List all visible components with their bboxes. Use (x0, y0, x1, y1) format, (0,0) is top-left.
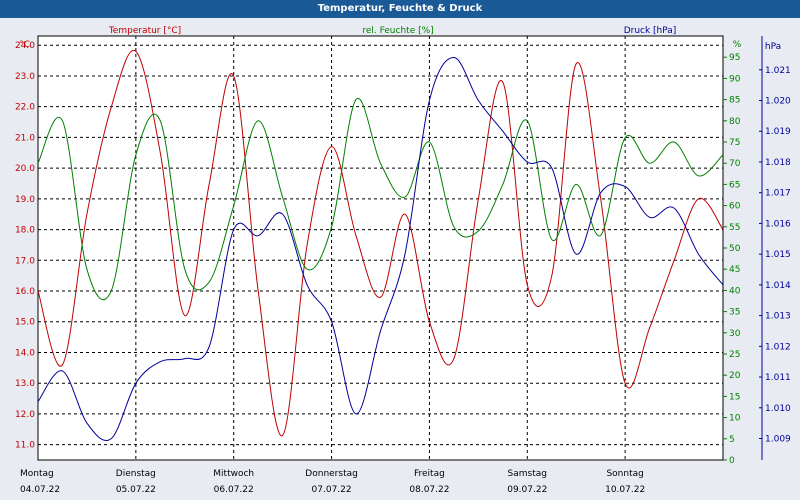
humidity-tick-label: 85 (729, 96, 740, 106)
humidity-tick-label: 0 (729, 456, 735, 466)
temp-tick-label: 20.0 (15, 164, 35, 174)
humidity-tick-label: 70 (729, 159, 741, 169)
humidity-tick-label: 25 (729, 350, 740, 360)
pressure-tick-label: 1.014 (765, 281, 791, 291)
x-tick-day: Samstag (508, 469, 547, 479)
temp-tick-label: 14.0 (15, 348, 35, 358)
x-tick-day: Mittwoch (213, 469, 254, 479)
temp-axis-title: Temperatur [°C] (108, 26, 181, 36)
x-tick-day: Sonntag (606, 469, 643, 479)
humidity-tick-label: 75 (729, 138, 740, 148)
pressure-tick-label: 1.010 (765, 404, 791, 414)
humidity-unit-label: % (733, 40, 742, 50)
humidity-line (37, 97, 724, 301)
temp-tick-label: 17.0 (15, 256, 35, 266)
humidity-tick-label: 35 (729, 308, 740, 318)
temp-tick-label: 21.0 (15, 133, 35, 143)
humidity-tick-label: 5 (729, 435, 735, 445)
pressure-tick-label: 1.021 (765, 66, 791, 76)
humidity-axis: 0 5 10 15 20 25 30 35 40 45 50 55 60 65 70 75 80 85 90 95 (723, 53, 741, 466)
temp-tick-label: 23.0 (15, 72, 35, 82)
pressure-tick-label: 1.019 (765, 127, 791, 137)
temp-tick-label: 12.0 (15, 410, 35, 420)
temp-axis: 11.0 12.0 13.0 14.0 15.0 16.0 17.0 18.0 19.0 20.0… (15, 41, 35, 450)
temp-tick-label: 22.0 (15, 103, 35, 113)
plot-area (37, 35, 724, 461)
pressure-tick-label: 1.009 (765, 434, 791, 444)
pressure-unit-label: hPa (765, 42, 781, 52)
pressure-axis: 1.009 1.010 1.011 1.012 1.013 1.014 1.015 1.016… (759, 36, 791, 460)
x-axis: Montag 04.07.22 Dienstag 05.07.22 Mittwoch 06… (20, 469, 645, 495)
chart-title: Temperatur, Feuchte & Druck (0, 0, 800, 18)
humidity-tick-label: 60 (729, 202, 741, 212)
grid-lines (38, 36, 723, 460)
humidity-tick-label: 80 (729, 117, 741, 127)
humidity-tick-label: 45 (729, 265, 740, 275)
pressure-tick-label: 1.015 (765, 250, 791, 260)
pressure-tick-label: 1.016 (765, 219, 791, 229)
temp-tick-label: 24.0 (15, 41, 35, 51)
humidity-tick-label: 65 (729, 180, 740, 190)
x-tick-date: 07.07.22 (312, 485, 352, 495)
humidity-tick-label: 10 (729, 414, 741, 424)
pressure-tick-label: 1.018 (765, 158, 791, 168)
x-tick-day: Donnerstag (305, 469, 358, 479)
temp-unit-label: °C (19, 40, 30, 50)
x-tick-date: 06.07.22 (214, 485, 254, 495)
x-tick-date: 05.07.22 (116, 485, 156, 495)
temperature-line (37, 49, 724, 436)
pressure-tick-label: 1.011 (765, 373, 791, 383)
series-group (37, 49, 724, 441)
humidity-tick-label: 55 (729, 223, 740, 233)
pressure-axis-title: Druck [hPa] (624, 26, 677, 36)
temp-tick-label: 11.0 (15, 441, 35, 451)
humidity-tick-label: 30 (729, 329, 741, 339)
x-tick-day: Montag (20, 469, 54, 479)
temp-tick-label: 13.0 (15, 379, 35, 389)
pressure-line (37, 56, 724, 441)
humidity-tick-label: 20 (729, 371, 741, 381)
humidity-tick-label: 50 (729, 244, 741, 254)
humidity-axis-title: rel. Feuchte [%] (362, 26, 433, 36)
humidity-tick-label: 95 (729, 53, 740, 63)
x-tick-day: Dienstag (116, 469, 156, 479)
pressure-tick-label: 1.013 (765, 312, 791, 322)
x-tick-day: Freitag (414, 469, 445, 479)
pressure-tick-label: 1.012 (765, 342, 791, 352)
x-tick-date: 10.07.22 (605, 485, 645, 495)
x-tick-date: 08.07.22 (409, 485, 449, 495)
temp-tick-label: 16.0 (15, 287, 35, 297)
temp-tick-label: 19.0 (15, 195, 35, 205)
pressure-tick-label: 1.017 (765, 189, 791, 199)
x-tick-date: 04.07.22 (20, 485, 60, 495)
x-tick-date: 09.07.22 (507, 485, 547, 495)
humidity-tick-label: 15 (729, 392, 740, 402)
temp-tick-label: 18.0 (15, 226, 35, 236)
humidity-tick-label: 90 (729, 74, 741, 84)
temp-tick-label: 15.0 (15, 318, 35, 328)
pressure-tick-label: 1.020 (765, 97, 791, 107)
humidity-tick-label: 40 (729, 286, 741, 296)
